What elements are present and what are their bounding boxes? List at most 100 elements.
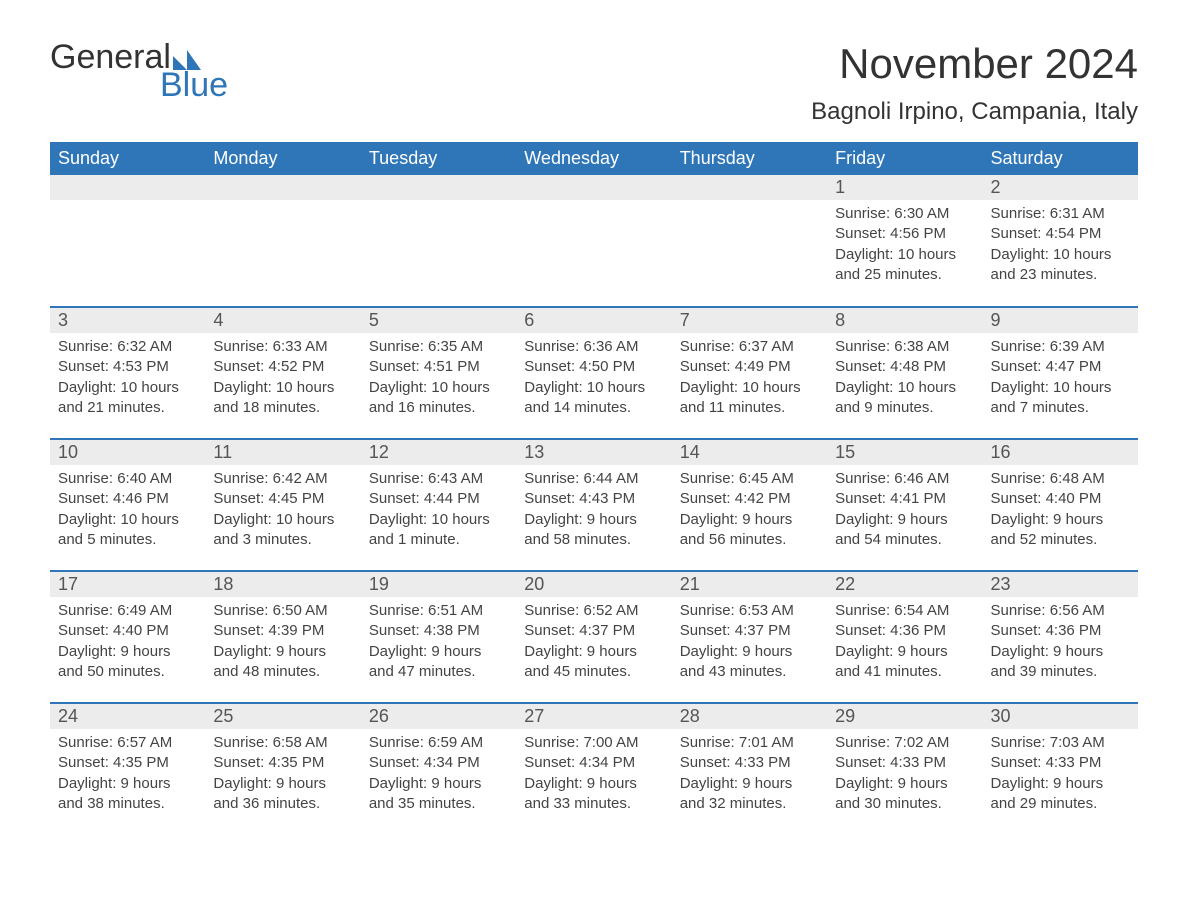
day-details: Sunrise: 6:56 AMSunset: 4:36 PMDaylight:… [983,597,1138,686]
day-number [50,175,205,200]
day-details: Sunrise: 6:51 AMSunset: 4:38 PMDaylight:… [361,597,516,686]
calendar-day-cell: 19Sunrise: 6:51 AMSunset: 4:38 PMDayligh… [361,571,516,703]
daylight-line-1: Daylight: 9 hours [991,774,1130,794]
calendar-day-cell: 14Sunrise: 6:45 AMSunset: 4:42 PMDayligh… [672,439,827,571]
daylight-line-1: Daylight: 9 hours [835,774,974,794]
sunrise-text: Sunrise: 7:00 AM [524,733,663,753]
sunset-text: Sunset: 4:33 PM [680,753,819,773]
daylight-line-2: and 41 minutes. [835,662,974,682]
daylight-line-2: and 56 minutes. [680,530,819,550]
sunset-text: Sunset: 4:37 PM [680,621,819,641]
calendar-day-cell: 12Sunrise: 6:43 AMSunset: 4:44 PMDayligh… [361,439,516,571]
sunset-text: Sunset: 4:39 PM [213,621,352,641]
day-details: Sunrise: 6:35 AMSunset: 4:51 PMDaylight:… [361,333,516,422]
sunset-text: Sunset: 4:34 PM [524,753,663,773]
calendar-day-cell [205,175,360,307]
daylight-line-2: and 7 minutes. [991,398,1130,418]
calendar-day-cell: 2Sunrise: 6:31 AMSunset: 4:54 PMDaylight… [983,175,1138,307]
daylight-line-1: Daylight: 10 hours [369,510,508,530]
calendar-week-row: 1Sunrise: 6:30 AMSunset: 4:56 PMDaylight… [50,175,1138,307]
sunset-text: Sunset: 4:43 PM [524,489,663,509]
daylight-line-1: Daylight: 9 hours [213,774,352,794]
daylight-line-1: Daylight: 9 hours [524,642,663,662]
sunrise-text: Sunrise: 6:46 AM [835,469,974,489]
sunset-text: Sunset: 4:48 PM [835,357,974,377]
daylight-line-1: Daylight: 9 hours [524,510,663,530]
calendar-day-cell: 27 Sunrise: 7:00 AMSunset: 4:34 PMDayligh… [516,703,671,835]
daylight-line-1: Daylight: 9 hours [58,774,197,794]
location: Bagnoli Irpino, Campania, Italy [811,98,1138,126]
day-details: Sunrise: 6:33 AMSunset: 4:52 PMDaylight:… [205,333,360,422]
day-details: Sunrise: 6:38 AMSunset: 4:48 PMDaylight:… [827,333,982,422]
sunrise-text: Sunrise: 6:49 AM [58,601,197,621]
calendar-day-cell: 29Sunrise: 7:02 AMSunset: 4:33 PMDayligh… [827,703,982,835]
sunset-text: Sunset: 4:36 PM [835,621,974,641]
sunrise-text: Sunrise: 6:59 AM [369,733,508,753]
calendar-day-cell: 7Sunrise: 6:37 AMSunset: 4:49 PMDaylight… [672,307,827,439]
daylight-line-2: and 25 minutes. [835,265,974,285]
day-details: Sunrise: 7:01 AMSunset: 4:33 PMDaylight:… [672,729,827,818]
sunrise-text: Sunrise: 6:35 AM [369,337,508,357]
logo: General Blue [50,40,228,102]
day-details: Sunrise: 6:37 AMSunset: 4:49 PMDaylight:… [672,333,827,422]
calendar-day-cell: 11Sunrise: 6:42 AMSunset: 4:45 PMDayligh… [205,439,360,571]
daylight-line-1: Daylight: 10 hours [835,245,974,265]
sunrise-text: Sunrise: 7:03 AM [991,733,1130,753]
sunset-text: Sunset: 4:38 PM [369,621,508,641]
daylight-line-2: and 9 minutes. [835,398,974,418]
calendar-day-cell: 22Sunrise: 6:54 AMSunset: 4:36 PMDayligh… [827,571,982,703]
weekday-header: Friday [827,142,982,175]
sunrise-text: Sunrise: 6:58 AM [213,733,352,753]
day-details: Sunrise: 6:42 AMSunset: 4:45 PMDaylight:… [205,465,360,554]
sunset-text: Sunset: 4:51 PM [369,357,508,377]
daylight-line-2: and 3 minutes. [213,530,352,550]
calendar-day-cell: 3Sunrise: 6:32 AMSunset: 4:53 PMDaylight… [50,307,205,439]
calendar-week-row: 24Sunrise: 6:57 AMSunset: 4:35 PMDayligh… [50,703,1138,835]
sunset-text: Sunset: 4:56 PM [835,224,974,244]
day-number: 9 [983,308,1138,333]
calendar-day-cell: 25Sunrise: 6:58 AMSunset: 4:35 PMDayligh… [205,703,360,835]
day-number: 10 [50,440,205,465]
daylight-line-1: Daylight: 10 hours [680,378,819,398]
daylight-line-1: Daylight: 9 hours [991,642,1130,662]
day-number: 26 [361,704,516,729]
sunrise-text: Sunrise: 6:54 AM [835,601,974,621]
daylight-line-1: Daylight: 9 hours [524,774,663,794]
sunset-text: Sunset: 4:35 PM [213,753,352,773]
daylight-line-1: Daylight: 10 hours [58,510,197,530]
daylight-line-2: and 18 minutes. [213,398,352,418]
calendar-day-cell: 30Sunrise: 7:03 AMSunset: 4:33 PMDayligh… [983,703,1138,835]
calendar-day-cell: 5Sunrise: 6:35 AMSunset: 4:51 PMDaylight… [361,307,516,439]
daylight-line-1: Daylight: 9 hours [58,642,197,662]
day-number: 29 [827,704,982,729]
calendar-day-cell: 17Sunrise: 6:49 AMSunset: 4:40 PMDayligh… [50,571,205,703]
calendar-day-cell: 15Sunrise: 6:46 AMSunset: 4:41 PMDayligh… [827,439,982,571]
weekday-header: Wednesday [516,142,671,175]
sunrise-text: Sunrise: 6:38 AM [835,337,974,357]
day-number: 28 [672,704,827,729]
daylight-line-2: and 23 minutes. [991,265,1130,285]
day-number: 23 [983,572,1138,597]
sunrise-text: Sunrise: 6:48 AM [991,469,1130,489]
day-number: 1 [827,175,982,200]
calendar-day-cell: 28Sunrise: 7:01 AMSunset: 4:33 PMDayligh… [672,703,827,835]
daylight-line-1: Daylight: 9 hours [213,642,352,662]
sunset-text: Sunset: 4:41 PM [835,489,974,509]
day-number: 5 [361,308,516,333]
day-number [205,175,360,200]
calendar-week-row: 17Sunrise: 6:49 AMSunset: 4:40 PMDayligh… [50,571,1138,703]
sunrise-text: Sunrise: 7:02 AM [835,733,974,753]
day-number: 27 [516,704,671,729]
daylight-line-1: Daylight: 9 hours [835,510,974,530]
day-number: 14 [672,440,827,465]
calendar-day-cell: 1Sunrise: 6:30 AMSunset: 4:56 PMDaylight… [827,175,982,307]
day-details: Sunrise: 6:53 AMSunset: 4:37 PMDaylight:… [672,597,827,686]
day-number: 18 [205,572,360,597]
day-number: 4 [205,308,360,333]
daylight-line-2: and 16 minutes. [369,398,508,418]
sunrise-text: Sunrise: 6:42 AM [213,469,352,489]
daylight-line-1: Daylight: 10 hours [991,245,1130,265]
day-details: Sunrise: 6:49 AMSunset: 4:40 PMDaylight:… [50,597,205,686]
daylight-line-2: and 21 minutes. [58,398,197,418]
weekday-header: Monday [205,142,360,175]
